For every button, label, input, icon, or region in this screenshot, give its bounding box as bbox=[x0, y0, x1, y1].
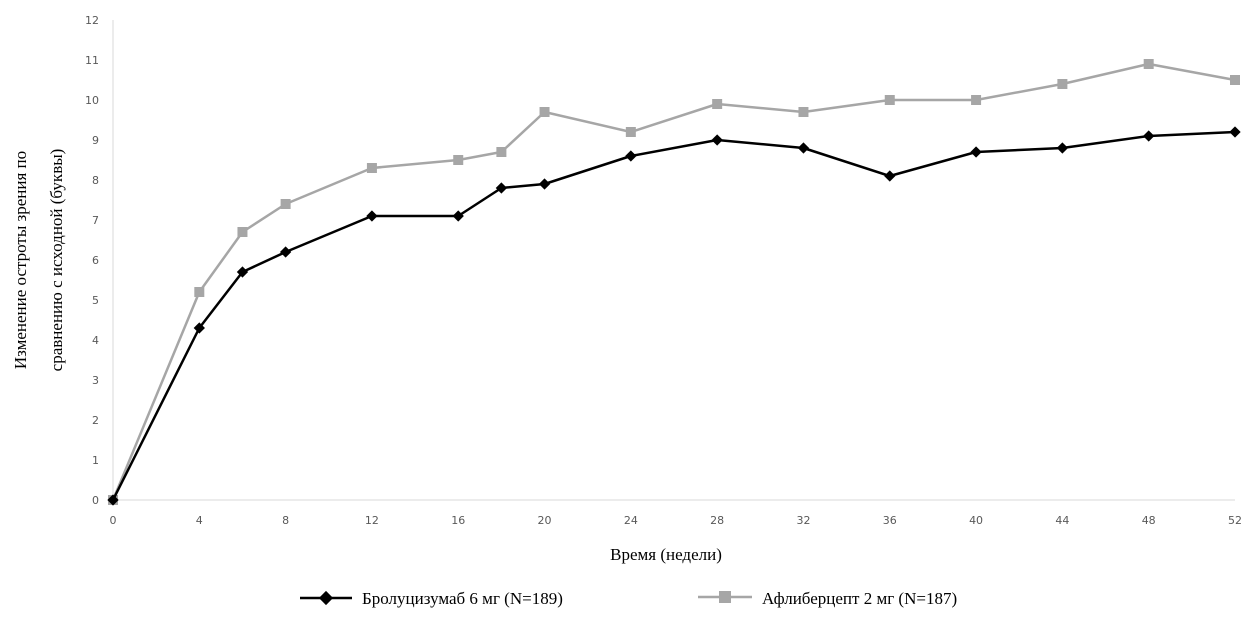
data-point-brolucizumab bbox=[884, 170, 896, 182]
data-point-brolucizumab bbox=[797, 142, 810, 154]
series-line-aflibercept bbox=[111, 62, 1236, 501]
legend: Бролуцизумаб 6 мг (N=189) Афлиберцепт 2 … bbox=[300, 589, 957, 608]
x-tick-label: 36 bbox=[883, 514, 897, 527]
y-tick-label: 6 bbox=[92, 254, 99, 267]
legend-entry-brolucizumab: Бролуцизумаб 6 мг (N=189) bbox=[300, 589, 563, 608]
data-point-brolucizumab bbox=[452, 210, 464, 222]
x-tick-label: 48 bbox=[1142, 514, 1156, 527]
data-point-brolucizumab bbox=[1056, 142, 1069, 154]
x-axis-title: Время (недели) bbox=[610, 545, 722, 564]
x-tick-label: 8 bbox=[282, 514, 289, 527]
x-tick-labels: 0 4 8 12 16 20 24 28 32 36 40 44 48 52 bbox=[110, 514, 1243, 527]
data-point-aflibercept bbox=[1057, 79, 1068, 89]
y-tick-label: 11 bbox=[85, 54, 99, 67]
data-point-aflibercept bbox=[971, 95, 982, 105]
y-tick-label: 8 bbox=[92, 174, 99, 187]
data-point-aflibercept bbox=[496, 147, 507, 157]
data-point-brolucizumab bbox=[193, 322, 205, 334]
data-point-aflibercept bbox=[625, 127, 636, 137]
data-point-brolucizumab bbox=[625, 150, 637, 162]
data-point-brolucizumab bbox=[1143, 130, 1155, 142]
data-point-aflibercept bbox=[366, 163, 377, 173]
y-tick-label: 7 bbox=[92, 214, 99, 227]
data-point-brolucizumab bbox=[538, 178, 551, 190]
data-point-aflibercept bbox=[453, 155, 464, 165]
data-point-aflibercept bbox=[798, 107, 809, 117]
data-point-brolucizumab bbox=[970, 146, 982, 158]
x-tick-label: 52 bbox=[1228, 514, 1242, 527]
y-tick-label: 4 bbox=[92, 334, 99, 347]
data-point-brolucizumab bbox=[366, 210, 378, 222]
data-point-aflibercept bbox=[237, 227, 248, 237]
legend-label-brolucizumab: Бролуцизумаб 6 мг (N=189) bbox=[362, 589, 563, 608]
y-tick-label: 10 bbox=[85, 94, 99, 107]
data-point-brolucizumab bbox=[711, 134, 723, 146]
series-line-brolucizumab bbox=[111, 130, 1236, 501]
x-tick-label: 12 bbox=[365, 514, 379, 527]
data-point-aflibercept bbox=[1143, 59, 1154, 69]
y-tick-label: 2 bbox=[92, 414, 99, 427]
y-axis-title-line-1: Изменение остроты зрения по bbox=[11, 151, 30, 369]
y-axis-title: Изменение остроты зрения по сравнению с … bbox=[11, 149, 66, 372]
x-tick-label: 32 bbox=[796, 514, 810, 527]
series-layer bbox=[107, 59, 1241, 506]
data-point-brolucizumab bbox=[236, 266, 249, 278]
data-point-aflibercept bbox=[194, 287, 205, 297]
data-point-brolucizumab bbox=[279, 246, 292, 258]
data-point-aflibercept bbox=[1230, 75, 1240, 85]
y-tick-label: 3 bbox=[92, 374, 99, 387]
data-point-aflibercept bbox=[280, 199, 291, 209]
data-point-aflibercept bbox=[884, 95, 895, 105]
y-tick-label: 9 bbox=[92, 134, 99, 147]
x-tick-label: 40 bbox=[969, 514, 983, 527]
y-tick-label: 0 bbox=[92, 494, 99, 507]
legend-entry-aflibercept: Афлиберцепт 2 мг (N=187) bbox=[698, 589, 957, 608]
x-tick-label: 0 bbox=[110, 514, 117, 527]
x-tick-label: 28 bbox=[710, 514, 724, 527]
x-tick-label: 20 bbox=[538, 514, 552, 527]
legend-swatch-marker-brolucizumab bbox=[318, 590, 334, 606]
x-tick-label: 16 bbox=[451, 514, 465, 527]
x-tick-label: 44 bbox=[1055, 514, 1069, 527]
data-point-brolucizumab bbox=[1229, 126, 1241, 138]
series-brolucizumab bbox=[107, 126, 1241, 506]
data-point-brolucizumab bbox=[495, 182, 508, 194]
x-tick-label: 24 bbox=[624, 514, 638, 527]
series-aflibercept bbox=[108, 59, 1240, 505]
y-axis-title-line-2: сравнению с исходной (буквы) bbox=[47, 149, 66, 372]
legend-swatch-marker-aflibercept bbox=[719, 591, 731, 603]
data-point-aflibercept bbox=[539, 107, 550, 117]
y-tick-label: 5 bbox=[92, 294, 99, 307]
legend-label-aflibercept: Афлиберцепт 2 мг (N=187) bbox=[762, 589, 957, 608]
data-point-aflibercept bbox=[712, 99, 723, 109]
y-tick-label: 12 bbox=[85, 14, 99, 27]
x-tick-label: 4 bbox=[196, 514, 203, 527]
y-tick-label: 1 bbox=[92, 454, 99, 467]
